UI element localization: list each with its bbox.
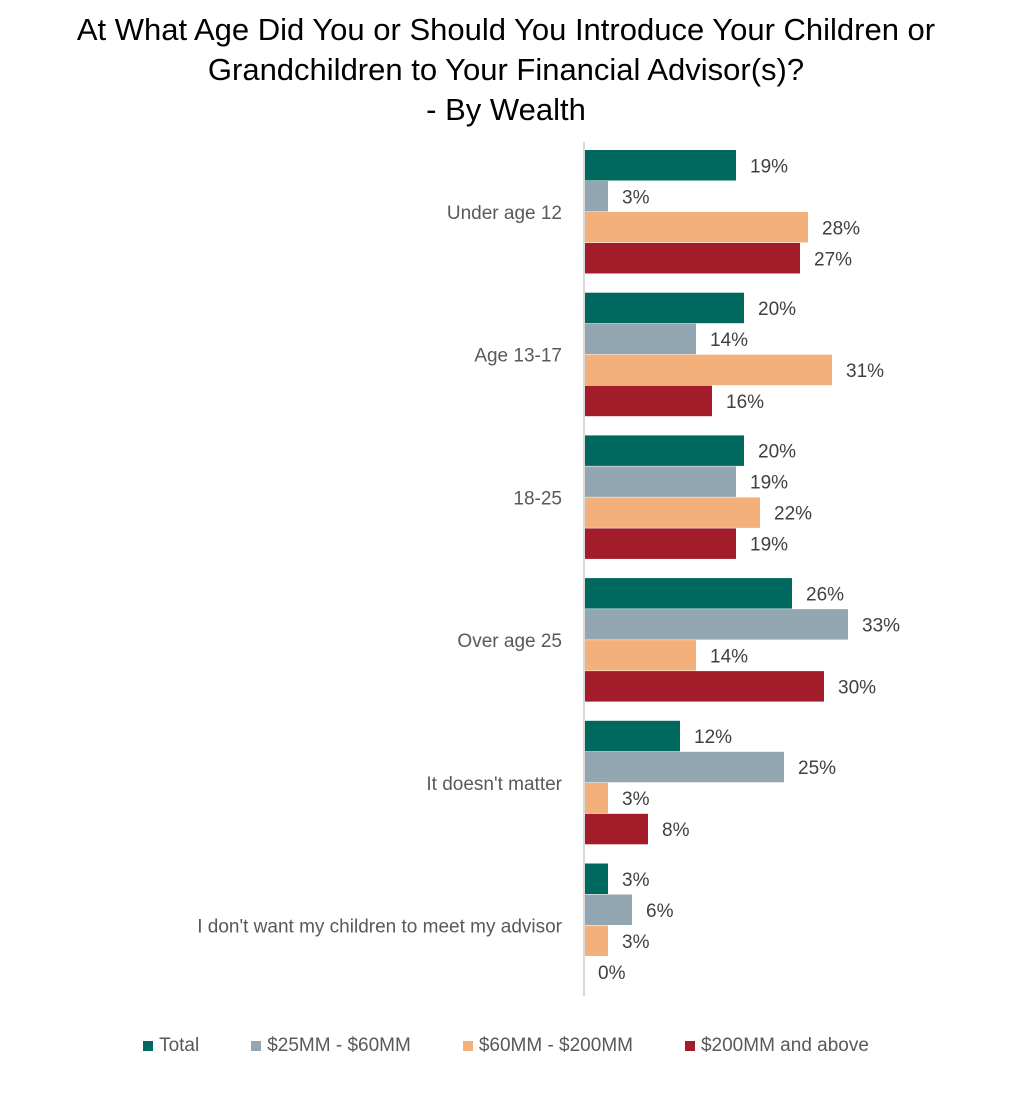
chart-title-line-3: - By Wealth [426,92,586,127]
legend: Total $25MM - $60MM $60MM - $200MM $200M… [0,1035,1012,1057]
bar-it-doesn-t-matter-total [584,720,680,752]
bar-under-age-12-total [584,150,736,181]
legend-label-200mm-above: $200MM and above [700,1035,869,1056]
bar-age-13-17-60mm-200mm [584,354,832,386]
bar-i-don-t-want-my-children-to-meet-my-advisor-25mm-60mm [584,894,632,925]
legend-label-60mm-200mm: $60MM - $200MM [478,1035,633,1056]
bar-it-doesn-t-matter-60mm-200mm [584,782,608,814]
bar-over-age-25-25mm-60mm [584,609,848,640]
value-label-it-doesn-t-matter-200mm-and-above: 8% [662,820,690,841]
category-label-over-age-25: Over age 25 [457,631,562,652]
bar-under-age-12-60mm-200mm [584,212,808,243]
legend-label-total: Total [159,1035,200,1056]
bar-18-25-200mm-and-above [584,528,736,559]
value-label-it-doesn-t-matter-25mm-60mm: 25% [798,758,836,779]
chart-title-line-2: Grandchildren to Your Financial Advisor(… [207,52,805,87]
bar-it-doesn-t-matter-200mm-and-above [584,813,648,845]
value-label-age-13-17-60mm-200mm: 31% [846,361,884,382]
legend-item-25mm-60mm: $25MM - $60MM [251,1035,411,1057]
bar-over-age-25-200mm-and-above [584,671,824,702]
category-label-it-doesn-t-matter: It doesn't matter [426,774,562,795]
bar-under-age-12-200mm-and-above [584,243,800,274]
value-label-it-doesn-t-matter-total: 12% [694,727,732,748]
legend-swatch-60mm-200mm [462,1041,473,1051]
value-label-under-age-12-60mm-200mm: 28% [822,218,860,239]
value-label-18-25-total: 20% [758,442,796,463]
value-label-under-age-12-total: 19% [750,156,788,177]
bar-18-25-25mm-60mm [584,466,736,497]
legend-label-25mm-60mm: $25MM - $60MM [267,1035,411,1056]
value-label-age-13-17-200mm-and-above: 16% [726,392,764,413]
category-label-i-don-t-want-my-children-to-meet-my-advisor: I don't want my children to meet my advi… [197,917,562,938]
value-label-over-age-25-60mm-200mm: 14% [710,646,748,667]
value-label-age-13-17-25mm-60mm: 14% [710,330,748,351]
value-label-i-don-t-want-my-children-to-meet-my-advisor-total: 3% [622,870,650,891]
chart-title-line-1: At What Age Did You or Should You Introd… [76,12,936,47]
bar-i-don-t-want-my-children-to-meet-my-advisor-60mm-200mm [584,925,608,956]
category-label-age-13-17: Age 13-17 [474,346,562,367]
legend-item-60mm-200mm: $60MM - $200MM [462,1035,633,1057]
bar-18-25-60mm-200mm [584,497,760,528]
bar-it-doesn-t-matter-25mm-60mm [584,751,784,783]
value-label-age-13-17-total: 20% [758,299,796,320]
value-label-18-25-60mm-200mm: 22% [774,504,812,525]
legend-swatch-25mm-60mm [251,1041,262,1051]
value-label-i-don-t-want-my-children-to-meet-my-advisor-60mm-200mm: 3% [622,932,650,953]
value-label-under-age-12-200mm-and-above: 27% [814,249,852,270]
value-label-under-age-12-25mm-60mm: 3% [622,187,650,208]
bar-under-age-12-25mm-60mm [584,181,608,212]
legend-item-total: Total [143,1035,199,1057]
bar-i-don-t-want-my-children-to-meet-my-advisor-total [584,863,608,894]
bar-over-age-25-total [584,578,792,609]
category-label-18-25: 18-25 [513,488,562,509]
bar-age-13-17-25mm-60mm [584,323,696,355]
value-label-18-25-200mm-and-above: 19% [750,535,788,556]
value-label-over-age-25-total: 26% [806,584,844,605]
value-label-i-don-t-want-my-children-to-meet-my-advisor-25mm-60mm: 6% [646,901,674,922]
chart-title: At What Age Did You or Should You Introd… [0,10,1012,130]
legend-swatch-total [143,1041,154,1051]
legend-swatch-200mm-above [684,1041,695,1051]
value-label-over-age-25-25mm-60mm: 33% [862,615,900,636]
bar-over-age-25-60mm-200mm [584,640,696,671]
legend-item-200mm-above: $200MM and above [684,1035,869,1057]
value-label-it-doesn-t-matter-60mm-200mm: 3% [622,789,650,810]
value-label-over-age-25-200mm-and-above: 30% [838,677,876,698]
category-label-under-age-12: Under age 12 [447,203,562,224]
value-label-i-don-t-want-my-children-to-meet-my-advisor-200mm-and-above: 0% [598,963,626,984]
bar-age-13-17-total [584,292,744,324]
bar-18-25-total [584,435,744,466]
value-label-18-25-25mm-60mm: 19% [750,473,788,494]
bar-age-13-17-200mm-and-above [584,385,712,417]
